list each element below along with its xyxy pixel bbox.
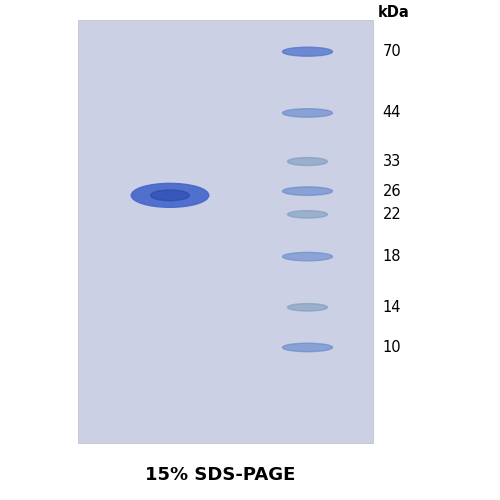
Ellipse shape xyxy=(150,190,190,200)
Text: 70: 70 xyxy=(382,44,401,59)
Ellipse shape xyxy=(282,343,333,351)
Text: kDa: kDa xyxy=(378,5,409,20)
Text: 22: 22 xyxy=(382,207,401,222)
Ellipse shape xyxy=(288,158,328,166)
Ellipse shape xyxy=(282,47,333,56)
FancyBboxPatch shape xyxy=(78,20,372,442)
Text: 33: 33 xyxy=(382,154,401,169)
Ellipse shape xyxy=(288,210,328,218)
Text: 44: 44 xyxy=(382,106,401,120)
Text: 14: 14 xyxy=(382,300,401,315)
Text: 15% SDS-PAGE: 15% SDS-PAGE xyxy=(145,466,295,484)
Ellipse shape xyxy=(288,304,328,311)
Text: 18: 18 xyxy=(382,249,401,264)
Ellipse shape xyxy=(131,184,209,208)
Ellipse shape xyxy=(282,187,333,196)
Text: 26: 26 xyxy=(382,184,401,198)
Ellipse shape xyxy=(282,108,333,117)
Ellipse shape xyxy=(282,252,333,261)
Text: 10: 10 xyxy=(382,340,401,355)
